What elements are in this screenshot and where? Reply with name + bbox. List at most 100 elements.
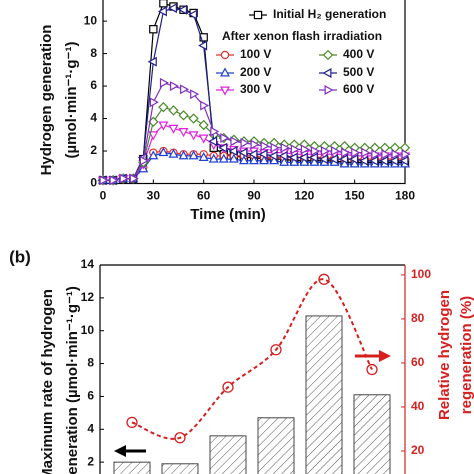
y-axis-label: Maximum rate of hydrogen — [39, 289, 56, 474]
x-axis-label: Time (min) — [190, 206, 266, 223]
point — [366, 363, 378, 376]
marker — [198, 40, 208, 51]
marker — [228, 146, 238, 156]
marker — [308, 152, 318, 163]
x-tick-label: 30 — [147, 189, 161, 203]
marker — [369, 155, 379, 166]
marker — [119, 173, 129, 184]
bar — [113, 461, 151, 474]
y-tick-label: 8 — [90, 46, 97, 60]
y-tick-label: 10 — [84, 13, 98, 27]
marker — [180, 84, 190, 95]
y-axis-label: Hydrogen generation — [38, 25, 55, 176]
marker — [198, 119, 209, 131]
legend-marker — [220, 67, 230, 77]
marker — [240, 137, 250, 148]
marker — [361, 147, 371, 158]
marker — [159, 0, 168, 8]
legend-label: 500 V — [343, 65, 374, 79]
x-tick-label: 120 — [294, 189, 314, 203]
marker — [259, 155, 270, 165]
marker — [158, 147, 169, 157]
y2-tick-label: 100 — [411, 267, 431, 281]
legend-marker — [324, 85, 334, 95]
y-tick-label: 14 — [81, 257, 95, 271]
marker — [178, 128, 189, 138]
point — [270, 344, 282, 356]
marker — [309, 156, 320, 166]
marker — [178, 110, 189, 121]
marker — [349, 154, 359, 165]
marker — [389, 155, 399, 166]
marker — [147, 56, 157, 67]
marker — [208, 136, 218, 147]
marker — [320, 146, 331, 156]
marker — [158, 121, 169, 131]
marker — [199, 33, 208, 42]
marker — [300, 144, 310, 155]
marker — [258, 149, 268, 160]
marker — [351, 147, 361, 158]
legend-label: 300 V — [240, 82, 271, 96]
marker — [188, 131, 199, 141]
marker — [249, 155, 259, 165]
marker — [218, 153, 229, 163]
marker — [288, 152, 298, 163]
legend-label: Initial H₂ generation — [273, 7, 386, 21]
marker — [228, 153, 239, 163]
y-axis-label: Relative hydrogen — [436, 290, 453, 420]
marker — [149, 25, 158, 34]
marker — [109, 175, 119, 186]
marker — [268, 150, 278, 161]
marker — [339, 158, 350, 168]
y-tick-label: 2 — [90, 143, 97, 157]
marker — [379, 155, 389, 166]
bar — [257, 417, 295, 474]
marker — [331, 146, 341, 156]
marker — [188, 113, 199, 124]
marker — [139, 155, 149, 166]
marker — [310, 146, 320, 156]
marker — [278, 150, 288, 161]
marker — [148, 131, 159, 141]
x-tick-label: 90 — [247, 189, 261, 203]
legend-marker — [322, 68, 332, 78]
marker — [178, 150, 189, 160]
marker — [270, 142, 280, 153]
marker — [341, 147, 351, 158]
marker — [250, 139, 260, 150]
marker — [220, 133, 230, 144]
y-tick-label: 0 — [90, 176, 97, 190]
marker — [289, 156, 300, 166]
marker — [238, 155, 249, 165]
marker — [399, 155, 409, 166]
legend-marker — [322, 49, 334, 61]
bar — [353, 394, 391, 474]
legend-title: After xenon flash irradiation — [222, 29, 382, 43]
legend-label: 400 V — [343, 47, 374, 61]
legend-label: 200 V — [240, 65, 271, 79]
marker — [208, 153, 219, 163]
marker — [129, 173, 139, 184]
y-tick-label: 6 — [87, 389, 94, 403]
marker — [99, 175, 109, 186]
marker — [167, 3, 177, 14]
marker — [260, 141, 270, 152]
y-tick-label: 2 — [87, 454, 94, 468]
marker — [148, 150, 159, 160]
y2-tick-label: 60 — [411, 355, 425, 369]
y2-tick-label: 20 — [411, 443, 425, 457]
marker — [159, 77, 169, 88]
marker — [149, 97, 159, 108]
marker — [190, 89, 200, 100]
point — [222, 381, 234, 393]
marker — [210, 126, 220, 137]
y-axis-label: (µmol·min⁻¹·g⁻¹) — [63, 42, 80, 159]
marker — [318, 154, 328, 165]
marker — [279, 156, 290, 166]
marker — [381, 149, 391, 160]
marker — [290, 144, 300, 155]
x-tick-label: 150 — [345, 189, 365, 203]
marker — [401, 149, 411, 160]
marker — [230, 136, 240, 147]
